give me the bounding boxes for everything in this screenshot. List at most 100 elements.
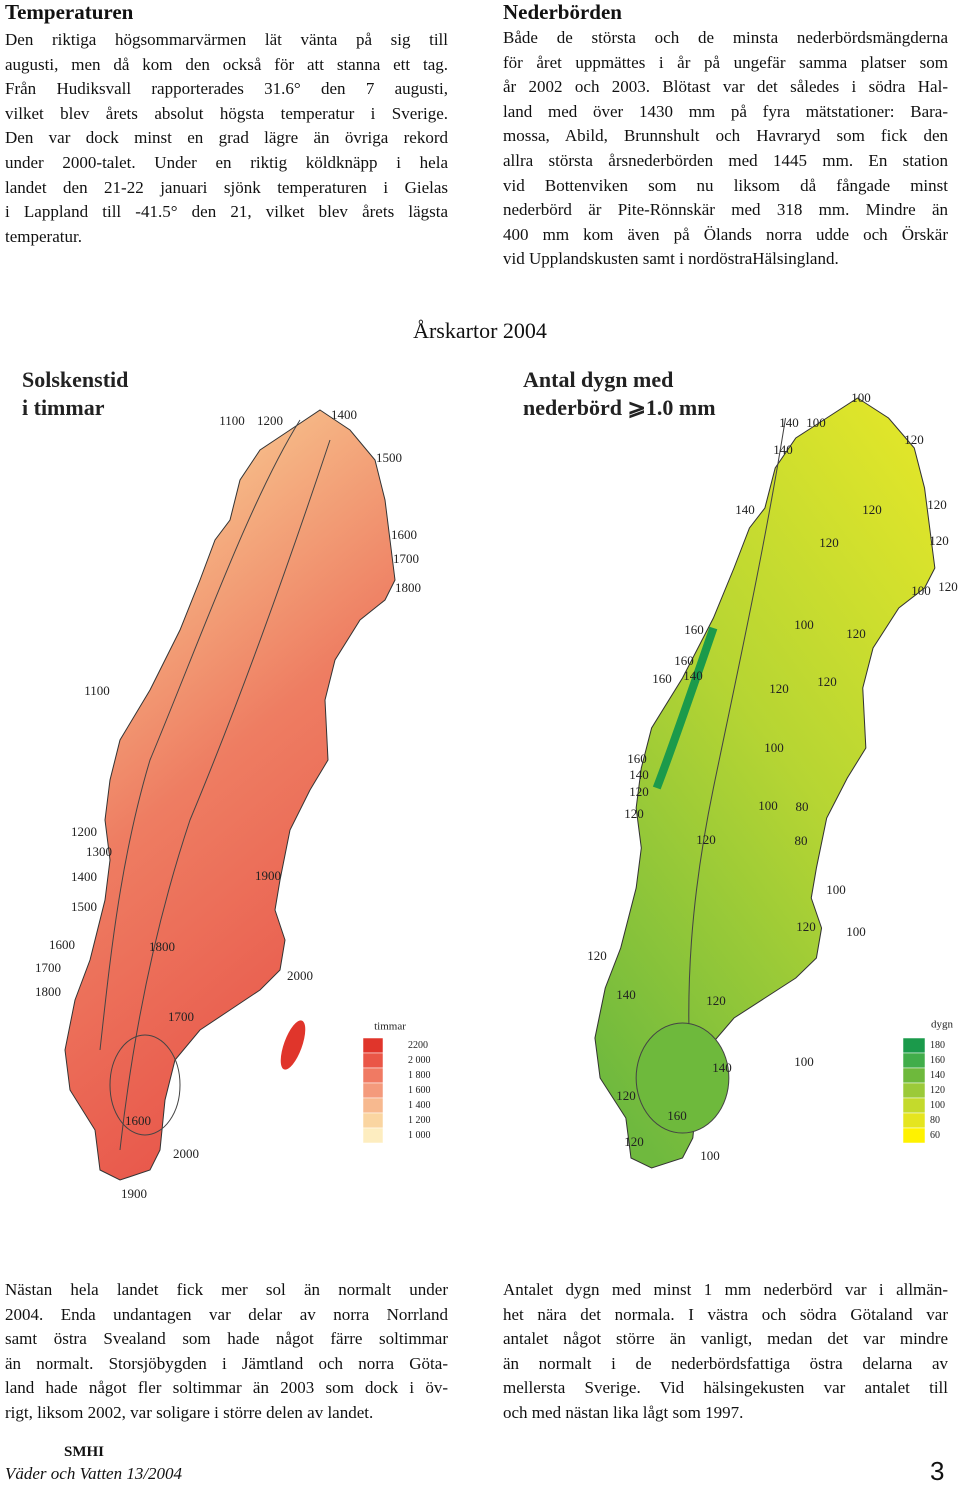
temperature-text: Den riktiga högsommarvärmen lät vänta på…	[5, 28, 448, 249]
text-line: vid Bottenviken som nu liksom då fångade…	[503, 175, 948, 195]
contour-label: 1700	[35, 960, 61, 975]
contour-label: 140	[616, 987, 636, 1002]
contour-label: 1200	[257, 413, 283, 428]
text-line: 2004. Enda undantagen var delar av norra…	[5, 1304, 448, 1324]
legend-swatch	[902, 1052, 926, 1069]
sun-map-title: i timmar	[22, 395, 105, 420]
text-line: het nära det normala. I västra och södra…	[503, 1304, 948, 1324]
text-line: vid Upplandskusten samt i nordöstraHälsi…	[503, 249, 839, 269]
legend-label: 1 800	[408, 1070, 431, 1081]
contour-label: 100	[794, 617, 814, 632]
text-line: antalet något större än vanligt, medan d…	[503, 1329, 948, 1349]
contour	[688, 417, 787, 1109]
contour-label: 1800	[149, 939, 175, 954]
legend-swatch	[902, 1097, 926, 1114]
text-line: land hade något fler soltimmar än 2003 s…	[5, 1378, 448, 1398]
legend-swatch	[362, 1082, 384, 1099]
contour-label: 80	[796, 799, 809, 814]
text-line: nederbörd är Pite-Rönnskär med 318 mm. M…	[503, 200, 948, 220]
text-line: mellersta Sverige. Vid hälsingekusten va…	[503, 1378, 948, 1398]
precipitation-title: Nederbörden	[503, 0, 622, 24]
text-line: 400 mm kom även på Ölands norra udde och…	[503, 224, 948, 244]
contour-label: 120	[696, 832, 716, 847]
legend-label: 2 000	[408, 1055, 431, 1066]
text-line: i Lappland till -41.5° den 21, vilket bl…	[5, 202, 448, 222]
contour	[652, 626, 718, 790]
legend-swatch	[362, 1097, 384, 1114]
contour-label: 160	[627, 751, 647, 766]
contour-label: 80	[795, 833, 808, 848]
legend-swatch	[902, 1082, 926, 1099]
text-line: än normalt. Storsjöbygden i Jämtland och…	[5, 1353, 448, 1373]
contour-label: 1900	[255, 868, 281, 883]
legend-label: 160	[930, 1055, 945, 1066]
legend-swatch	[362, 1052, 384, 1069]
contour-label: 1300	[86, 844, 112, 859]
contour-label: 140	[629, 767, 649, 782]
text-line: Antalet dygn med minst 1 mm nederbörd va…	[503, 1280, 948, 1299]
legend-swatch	[362, 1037, 384, 1054]
legend-label: 140	[930, 1070, 945, 1081]
contour-label: 120	[587, 948, 607, 963]
contour-label: 100	[794, 1054, 814, 1069]
legend-label: 180	[930, 1040, 945, 1051]
contour-label: 120	[819, 535, 839, 550]
contour-label: 100	[826, 882, 846, 897]
contour-label: 120	[846, 626, 866, 641]
legend-swatch	[902, 1112, 926, 1129]
contour-label: 1400	[331, 407, 357, 422]
contour-label: 1800	[35, 984, 61, 999]
contour-label: 1900	[121, 1186, 147, 1201]
text-line: för året uppmättes i år på ungefär samma…	[503, 52, 948, 72]
text-line: temperatur.	[5, 226, 82, 246]
page-number: 3	[930, 1456, 945, 1486]
contour-label: 140	[773, 442, 793, 457]
contour-label: 1600	[391, 527, 417, 542]
sun-map-title: Solskenstid	[22, 367, 128, 392]
contour-label: 160	[652, 671, 672, 686]
legend-label: 1 400	[408, 1100, 431, 1111]
rain-map-title: Antal dygn med	[523, 367, 673, 392]
contour-label: 120	[927, 497, 947, 512]
rain-map-group	[594, 397, 936, 1169]
text-line: land med över 1430 mm på fyra mätstation…	[503, 101, 948, 121]
contour-label: 160	[667, 1108, 687, 1123]
contour-label: 1100	[84, 683, 110, 698]
legend-label: 1 000	[408, 1130, 431, 1141]
legend-swatch	[362, 1127, 384, 1144]
sun-map-shape	[64, 409, 396, 1181]
text-line: än normalt i de nederbördsfattiga östra …	[503, 1353, 948, 1373]
contour-label: 120	[929, 533, 949, 548]
legend-label: 100	[930, 1100, 945, 1111]
text-line: augusti, men då kom den också för att st…	[5, 54, 448, 74]
text-line: Nästan hela landet fick mer sol än norma…	[5, 1280, 448, 1299]
contour-label: 1400	[71, 869, 97, 884]
contour-label: 120	[624, 1134, 644, 1149]
contour	[119, 439, 331, 1151]
text-line: rigt, liksom 2002, var soligare i större…	[5, 1402, 374, 1422]
contour-label: 120	[862, 502, 882, 517]
contour-label: 100	[846, 924, 866, 939]
gotland	[280, 1020, 306, 1070]
contour-label: 1100	[219, 413, 245, 428]
text-line: allra största årsnederbörden med 1445 mm…	[503, 150, 948, 170]
contour-label: 160	[674, 653, 694, 668]
contour-label: 120	[769, 681, 789, 696]
contour-label: 1800	[395, 580, 421, 595]
contour-label: 160	[684, 622, 704, 637]
contour-label: 120	[796, 919, 816, 934]
contour-label: 120	[706, 993, 726, 1008]
legend-label: 1 200	[408, 1115, 431, 1126]
text-line: samt östra Svealand som hade något färre…	[5, 1329, 448, 1349]
text-line: landet den 21-22 januari sjönk temperatu…	[5, 177, 448, 197]
contour-label: 120	[938, 579, 958, 594]
text-line: år 2002 och 2003. Blötast var det sålede…	[503, 77, 948, 97]
sun-text: Nästan hela landet fick mer sol än norma…	[5, 1278, 448, 1426]
contour-label: 1700	[168, 1009, 194, 1024]
contour-label: 140	[683, 668, 703, 683]
text-line: under 2000-talet. Under en riktig köldkn…	[5, 152, 448, 172]
contour-label: 1700	[393, 551, 419, 566]
text-line: Från Hudiksvall rapporterades 31.6° den …	[5, 79, 448, 99]
